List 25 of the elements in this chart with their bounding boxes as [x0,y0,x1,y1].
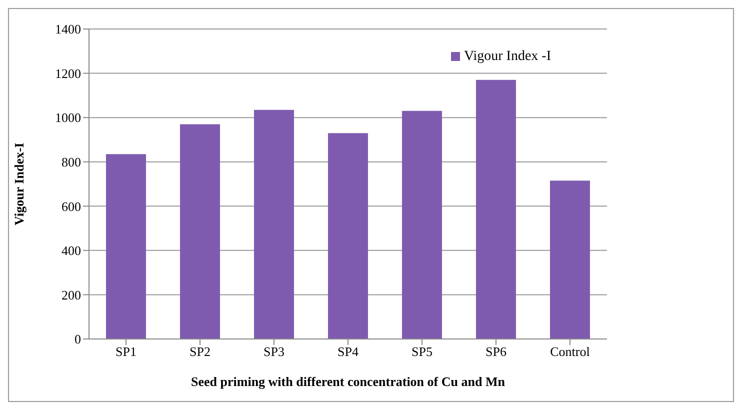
x-tick-label: SP1 [116,344,136,360]
bar [254,110,294,339]
bar [328,133,368,339]
x-tick-label: SP5 [411,344,432,360]
bar [106,154,146,339]
y-tick-label: 800 [62,154,81,170]
x-tick-label: SP2 [190,344,210,360]
x-tick-label: SP4 [338,344,359,360]
y-tick-label: 600 [62,198,81,214]
y-tick-label: 1400 [55,22,81,37]
bar [550,180,590,339]
bar [180,124,220,339]
y-tick-label: 200 [62,287,81,302]
y-tick-label: 0 [74,332,81,347]
bar [476,80,516,339]
x-tick-label: SP3 [264,344,284,360]
x-axis-title: Seed priming with different concentration of Cu and Mn [191,374,506,390]
y-axis-title: Vigour Index-I [12,142,27,226]
x-tick-label: SP6 [485,344,507,360]
legend-label: Vigour Index -I [464,49,551,64]
x-tick-label: Control [550,344,590,360]
y-tick-label: 400 [62,243,81,258]
y-tick-label: 1000 [55,110,81,126]
y-tick-label: 1200 [55,66,81,81]
bar [402,110,442,339]
